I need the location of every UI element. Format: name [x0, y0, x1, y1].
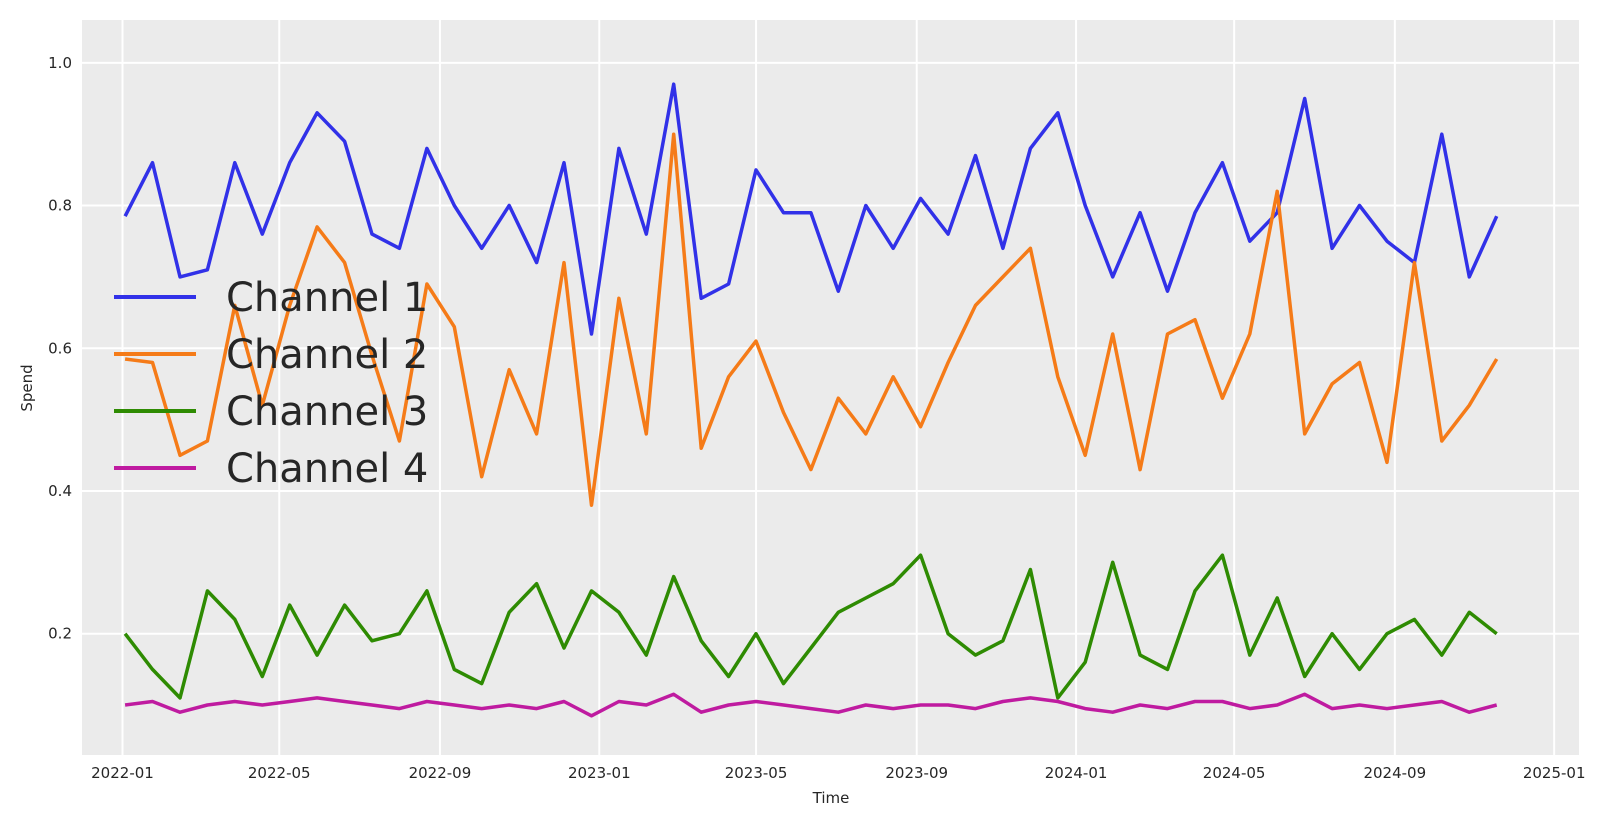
- series-line-2: [124, 132, 1499, 507]
- x-tick-labels: 2022-01 2022-05 2022-09 2023-01 2023-05 2023-…: [91, 764, 1585, 782]
- y-tick-labels: 0.2 0.4 0.6 0.8 1.0: [48, 54, 72, 643]
- series-lines: [123, 82, 1499, 718]
- series-line-4: [124, 692, 1498, 718]
- legend-label-3: Channel 3: [226, 389, 428, 435]
- x-tick-label: 2024-05: [1203, 764, 1266, 782]
- x-tick-label: 2023-01: [568, 764, 631, 782]
- legend: Channel 1 Channel 2 Channel 3 Channel 4: [114, 275, 428, 492]
- x-axis-label: Time: [812, 789, 850, 807]
- grid-lines: [82, 20, 1579, 755]
- y-axis-label: Spend: [18, 364, 36, 411]
- x-tick-label: 2025-01: [1523, 764, 1586, 782]
- x-tick-label: 2023-09: [885, 764, 948, 782]
- series-line-3: [123, 553, 1498, 700]
- y-tick-label: 0.2: [48, 625, 72, 643]
- legend-label-1: Channel 1: [226, 275, 428, 321]
- y-tick-label: 0.4: [48, 482, 72, 500]
- legend-label-2: Channel 2: [226, 332, 428, 378]
- y-tick-label: 0.6: [48, 339, 72, 357]
- x-tick-label: 2022-09: [409, 764, 472, 782]
- y-tick-label: 1.0: [48, 54, 72, 72]
- x-tick-label: 2023-05: [725, 764, 788, 782]
- x-tick-label: 2024-09: [1363, 764, 1426, 782]
- legend-label-4: Channel 4: [226, 446, 428, 492]
- x-tick-label: 2022-05: [248, 764, 311, 782]
- series-line-1: [123, 82, 1499, 336]
- x-tick-label: 2024-01: [1045, 764, 1108, 782]
- x-tick-label: 2022-01: [91, 764, 154, 782]
- y-tick-label: 0.8: [48, 197, 72, 215]
